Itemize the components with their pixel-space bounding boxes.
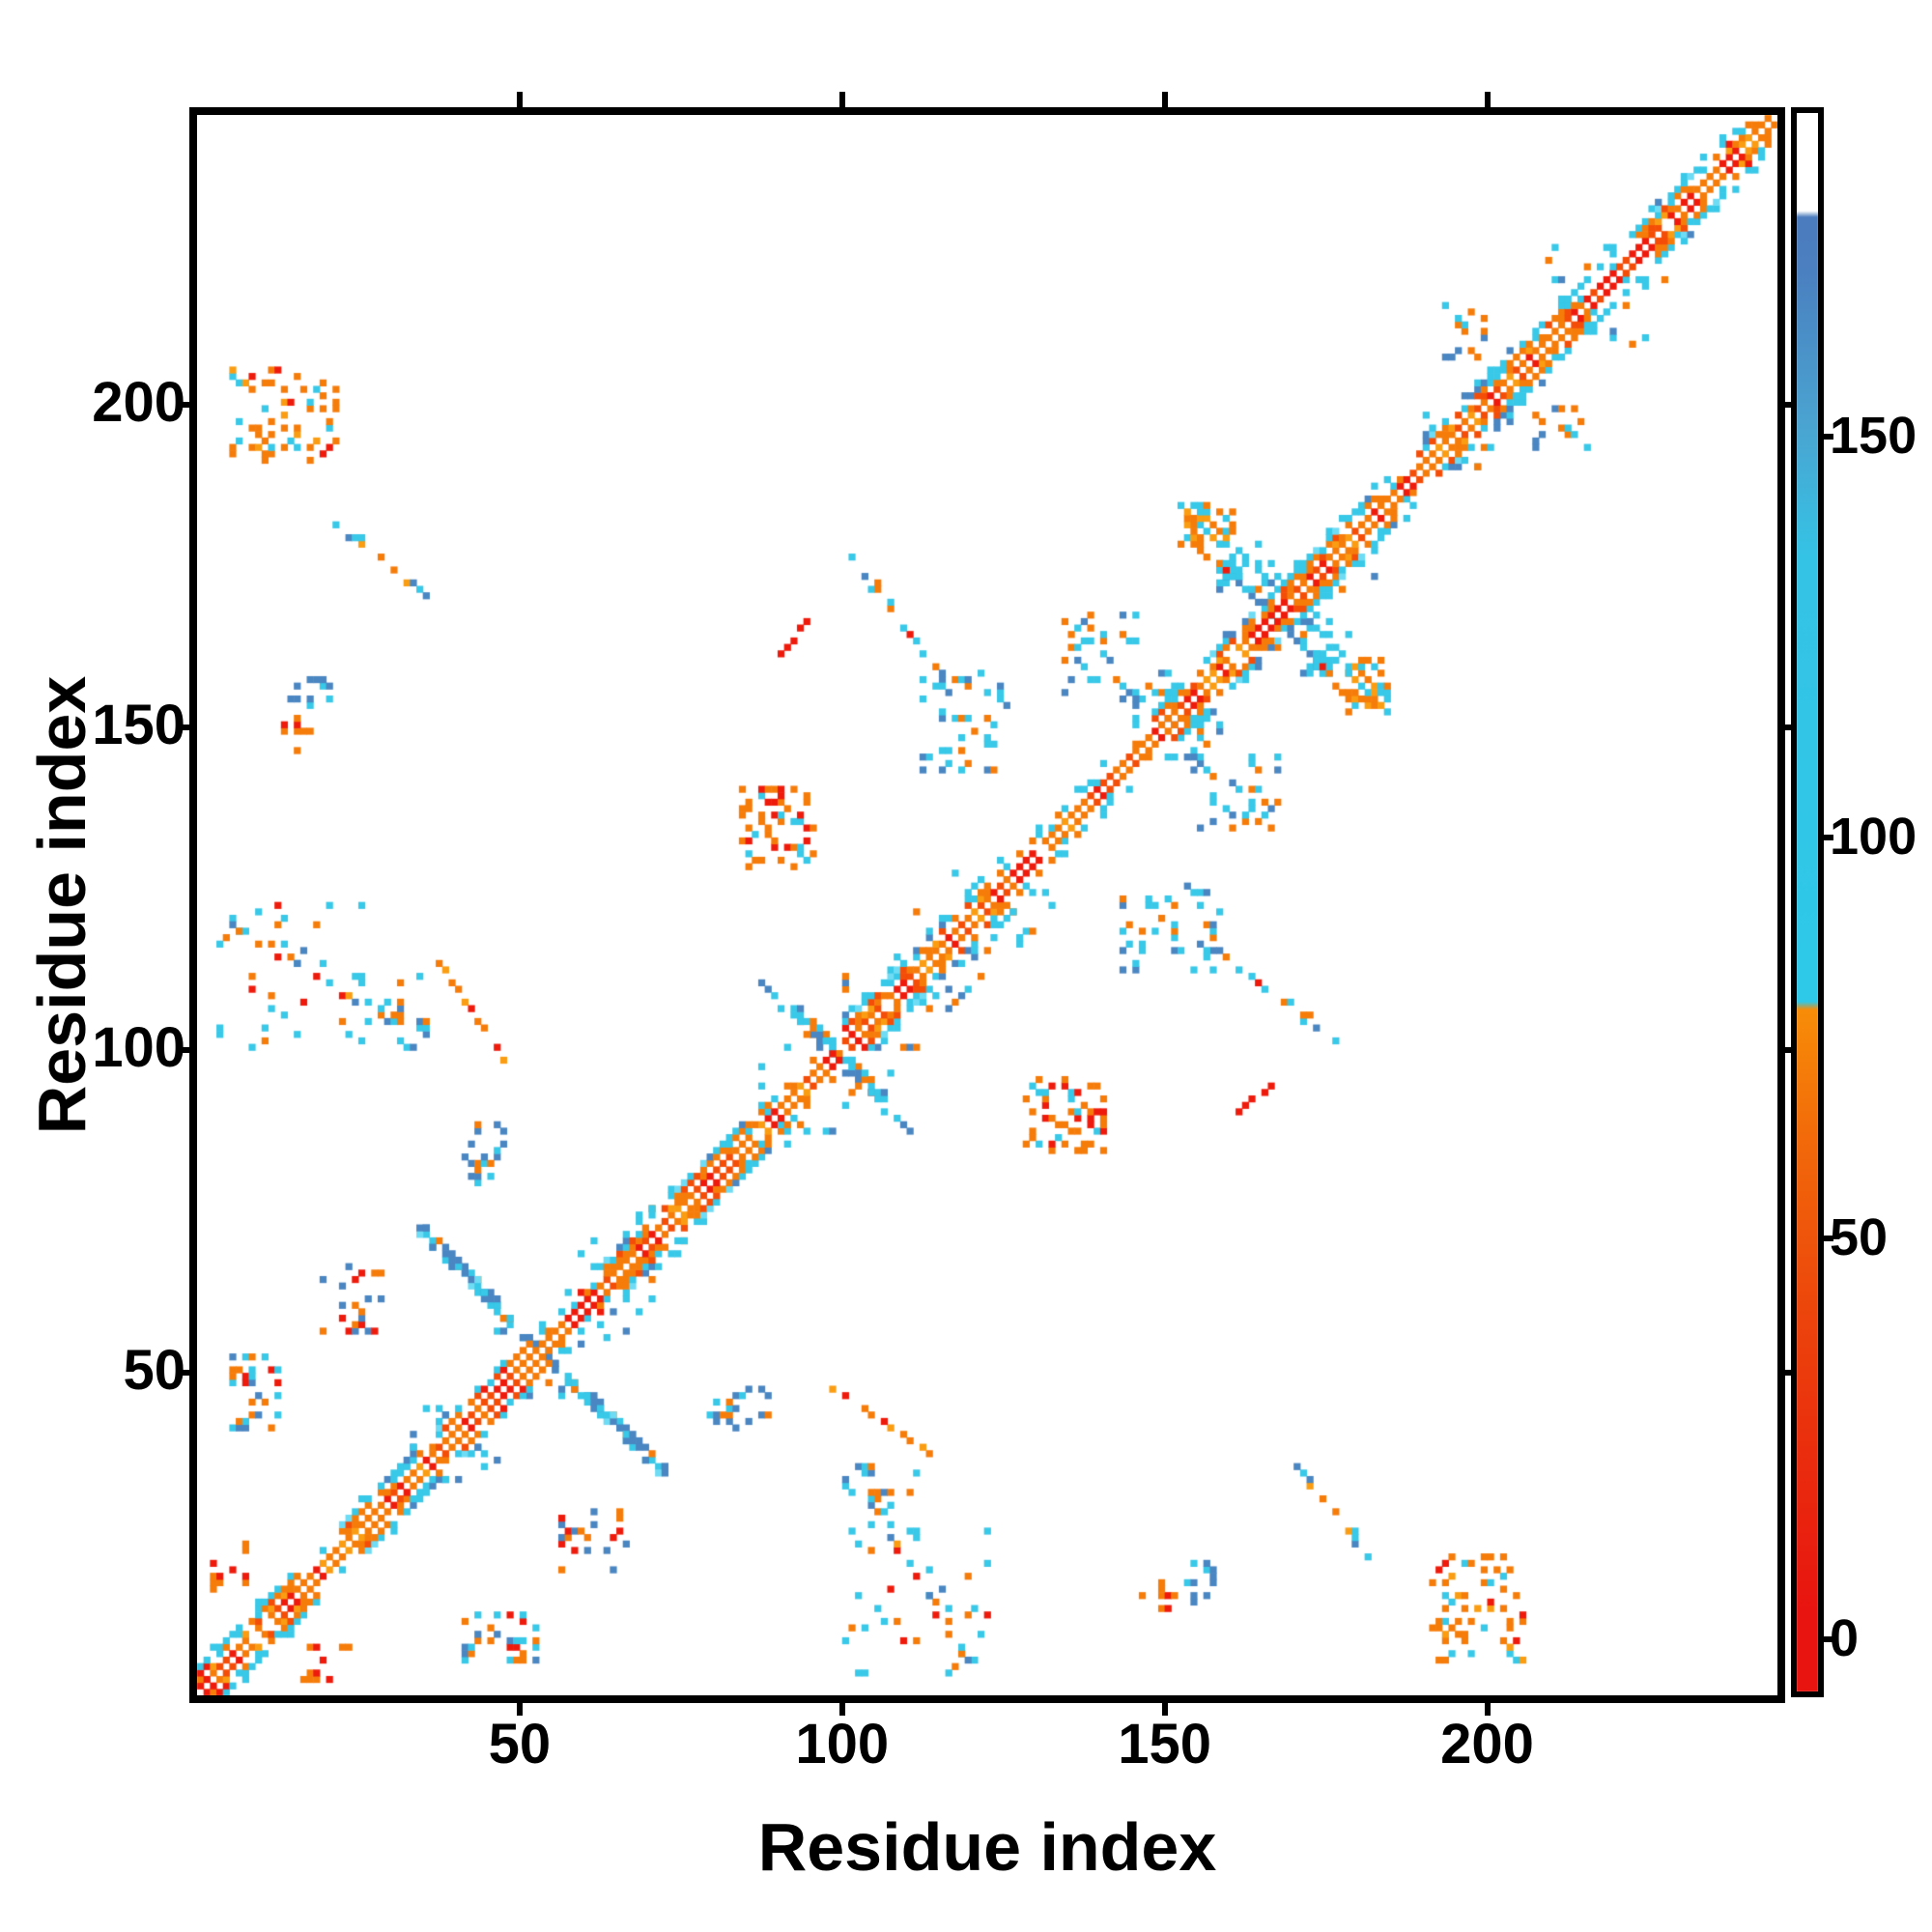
colorbar-tick-label: 100 bbox=[1830, 808, 1918, 866]
y-axis-tick-label: 100 bbox=[92, 1016, 185, 1080]
x-tick-mark bbox=[516, 1703, 523, 1716]
x-tick-mark bbox=[838, 1703, 845, 1716]
colorbar-tick-label: 50 bbox=[1830, 1208, 1889, 1266]
right-tick-mark bbox=[1785, 1047, 1791, 1054]
y-axis-title: Residue index bbox=[24, 675, 99, 1135]
top-tick-mark bbox=[1484, 92, 1491, 107]
top-tick-mark bbox=[1161, 92, 1168, 107]
x-axis-tick-label: 150 bbox=[1118, 1713, 1212, 1776]
y-axis-tick-label: 50 bbox=[123, 1339, 185, 1403]
x-tick-mark bbox=[1161, 1703, 1168, 1716]
right-tick-mark bbox=[1785, 1370, 1791, 1377]
y-tick-mark bbox=[177, 1370, 189, 1377]
colorbar-tick-mark bbox=[1824, 835, 1833, 840]
right-tick-mark bbox=[1785, 724, 1791, 731]
x-axis-title: Residue index bbox=[757, 1809, 1217, 1885]
y-axis-tick-label: 150 bbox=[92, 694, 185, 757]
y-tick-mark bbox=[177, 724, 189, 731]
colorbar-tick-mark bbox=[1824, 1236, 1833, 1241]
top-tick-mark bbox=[838, 92, 845, 107]
y-tick-mark bbox=[177, 1047, 189, 1054]
colorbar-tick-label: 0 bbox=[1830, 1609, 1860, 1667]
y-axis-tick-label: 200 bbox=[92, 371, 185, 435]
colorbar-tick-mark bbox=[1824, 434, 1833, 440]
x-tick-mark bbox=[1484, 1703, 1491, 1716]
x-axis-tick-label: 200 bbox=[1440, 1713, 1534, 1776]
colorbar-tick-label: 150 bbox=[1830, 407, 1918, 465]
colorbar bbox=[1791, 107, 1824, 1697]
x-axis-tick-label: 100 bbox=[795, 1713, 890, 1776]
y-tick-mark bbox=[177, 402, 189, 409]
top-tick-mark bbox=[516, 92, 523, 107]
colorbar-tick-mark bbox=[1824, 1636, 1833, 1642]
plot-border bbox=[189, 107, 1785, 1703]
right-tick-mark bbox=[1785, 402, 1791, 409]
x-axis-tick-label: 50 bbox=[488, 1713, 552, 1776]
